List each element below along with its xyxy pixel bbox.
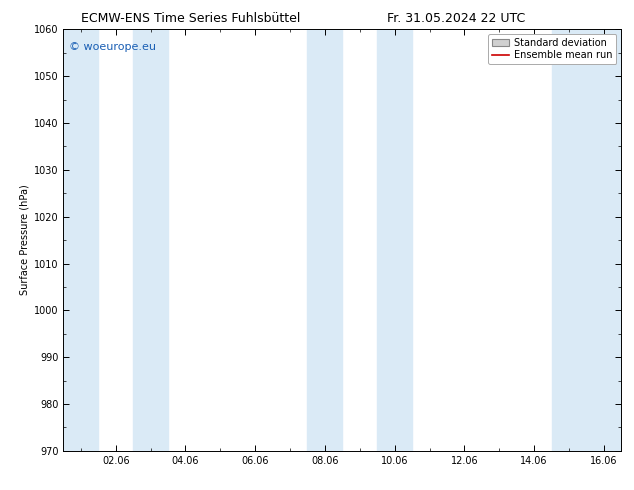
Bar: [586, 29, 621, 451]
Y-axis label: Surface Pressure (hPa): Surface Pressure (hPa): [20, 185, 30, 295]
Text: Fr. 31.05.2024 22 UTC: Fr. 31.05.2024 22 UTC: [387, 12, 526, 25]
Bar: [63, 29, 98, 451]
Bar: [377, 29, 412, 451]
Bar: [133, 29, 168, 451]
Bar: [552, 29, 586, 451]
Text: ECMW-ENS Time Series Fuhlsbüttel: ECMW-ENS Time Series Fuhlsbüttel: [81, 12, 300, 25]
Bar: [307, 29, 342, 451]
Legend: Standard deviation, Ensemble mean run: Standard deviation, Ensemble mean run: [488, 34, 616, 64]
Text: © woeurope.eu: © woeurope.eu: [69, 42, 156, 52]
